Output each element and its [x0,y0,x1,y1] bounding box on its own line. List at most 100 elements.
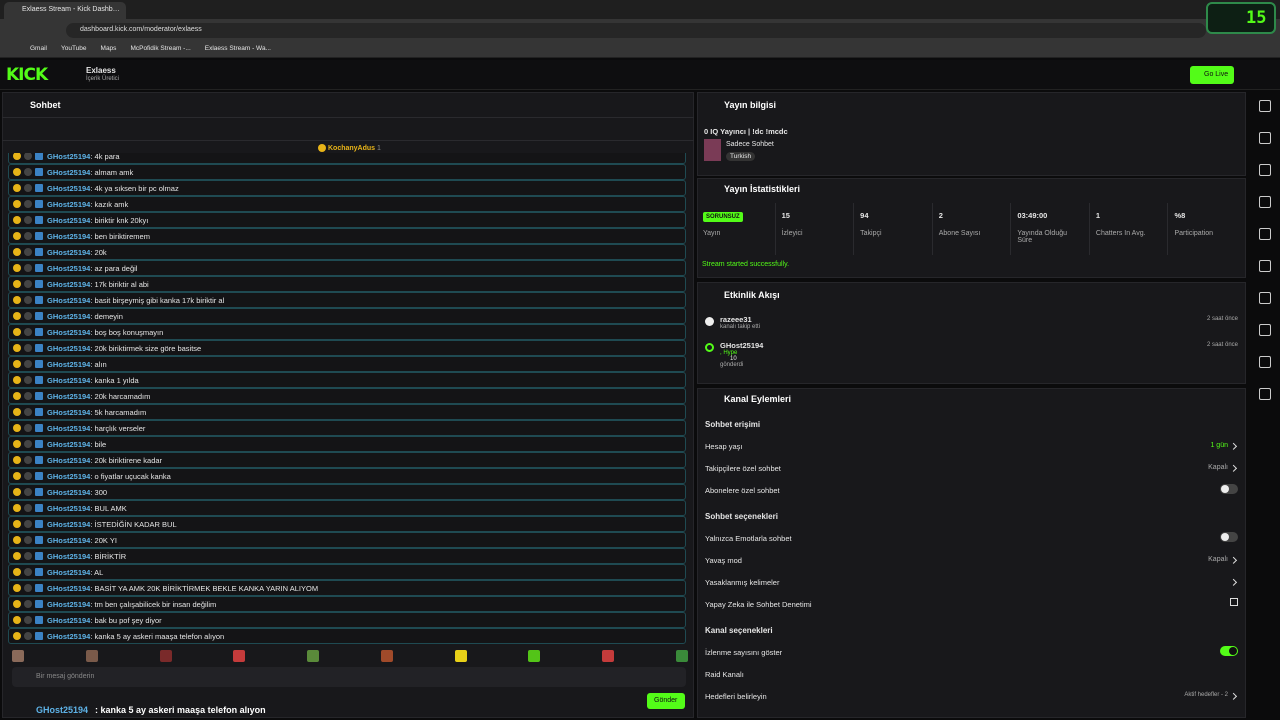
username[interactable]: GHost25194 [47,600,91,609]
username[interactable]: GHost25194 [47,456,91,465]
action-row[interactable]: Abonelere özel sohbet [705,484,1238,504]
username[interactable]: GHost25194 [47,153,91,161]
emote[interactable] [159,650,172,662]
username[interactable]: GHost25194 [47,632,91,641]
badge-icon [35,392,43,400]
username[interactable]: GHost25194 [47,392,91,401]
username[interactable]: GHost25194 [47,248,91,257]
emote[interactable] [675,650,688,662]
stat-cell: 03:49:00 Yayında Olduğu Süre [1010,203,1089,255]
action-row[interactable]: Yalnızca Emotlarla sohbet [705,532,1238,552]
chat-input[interactable]: Bir mesaj gönderin [12,667,686,687]
send-button[interactable]: Gönder [647,693,685,709]
action-row[interactable]: Hedefleri belirleyin Aktif hedefler - 2 [705,692,1238,710]
bookmark[interactable]: Gmail [30,45,47,52]
channel-name[interactable]: Exlaess [86,66,116,75]
stat-label: Takipçi [860,230,882,237]
emote[interactable] [12,650,24,662]
pin-icon [318,144,326,152]
username[interactable]: GHost25194 [47,168,91,177]
username[interactable]: GHost25194 [47,520,91,529]
username[interactable]: GHost25194 [47,216,91,225]
bookmark[interactable]: Maps [100,45,117,52]
username[interactable]: GHost25194 [47,488,91,497]
message-text: : 20K YI [90,536,117,545]
username[interactable]: GHost25194 [47,408,91,417]
username[interactable]: GHost25194 [47,552,91,561]
tool-icon[interactable] [1259,260,1271,272]
action-row[interactable]: Hesap yaşı 1 gün [705,442,1238,460]
pinned-user[interactable]: KochanyAdus [328,145,376,152]
username[interactable]: GHost25194 [47,536,91,545]
tool-icon[interactable] [1259,100,1271,112]
username[interactable]: GHost25194 [47,472,91,481]
chevron[interactable] [1229,578,1238,586]
toggle[interactable] [1220,646,1238,656]
logo[interactable]: KICK [6,65,48,85]
chevron[interactable] [1229,464,1238,472]
badge-icon [35,232,43,240]
message-text: : BUL AMK [90,504,127,513]
external-link[interactable] [1230,598,1238,606]
username[interactable]: GHost25194 [47,424,91,433]
tool-icon[interactable] [1259,196,1271,208]
action-row[interactable]: Yavaş mod Kapalı [705,556,1238,574]
event-icon [705,317,714,326]
username[interactable]: GHost25194 [47,200,91,209]
bookmark[interactable]: YouTube [60,45,87,52]
bookmark[interactable]: McPofidik Stream -... [130,45,191,52]
tool-icon[interactable] [1259,324,1271,336]
action-label: Takipçilere özel sohbet [705,464,781,473]
go-live-button[interactable]: Go Live [1190,66,1234,84]
username[interactable]: GHost25194 [47,280,91,289]
chevron[interactable] [1229,442,1238,450]
username[interactable]: GHost25194 [47,504,91,513]
username[interactable]: GHost25194 [47,184,91,193]
tool-icon[interactable] [1259,292,1271,304]
emote[interactable] [602,650,615,662]
action-row[interactable]: Yapay Zeka ile Sohbet Denetimi [705,598,1238,618]
badge-icon [24,376,32,384]
tool-icon[interactable] [1259,388,1271,400]
url[interactable]: dashboard.kick.com/moderator/exlaess [66,23,1206,38]
username[interactable]: GHost25194 [47,360,91,369]
category[interactable]: Sadece Sohbet [726,141,774,148]
username[interactable]: GHost25194 [47,376,91,385]
action-row[interactable]: Yasaklanmış kelimeler [705,578,1238,596]
username[interactable]: GHost25194 [47,264,91,273]
username[interactable]: GHost25194 [47,328,91,337]
username[interactable]: GHost25194 [47,232,91,241]
emote[interactable] [454,650,467,662]
emote[interactable] [85,650,98,662]
username[interactable]: GHost25194 [47,312,91,321]
bookmark[interactable]: Exlaess Stream - Wa... [204,45,271,52]
action-row[interactable]: İzlenme sayısını göster [705,646,1238,666]
activity-events: razeee31 kanalı takip etti 2 saat önce GHos… [697,312,1246,380]
toggle[interactable] [1220,532,1238,542]
username[interactable]: GHost25194 [47,440,91,449]
browser-tab[interactable]: Exlaess Stream - Kick Dashboard [4,2,126,19]
username[interactable]: GHost25194 [47,616,91,625]
emote[interactable] [380,650,393,662]
username[interactable]: GHost25194 [47,344,91,353]
tool-icon[interactable] [1259,164,1271,176]
message-text: : basit birşeymiş gibi kanka 17k birikti… [90,296,225,305]
event-user[interactable]: razeee31 [720,315,752,324]
username[interactable]: GHost25194 [47,584,91,593]
emote[interactable] [307,650,320,662]
chat-message: GHost25194: 20k biriktirmek size göre ba… [8,340,686,356]
username[interactable]: GHost25194 [47,296,91,305]
tool-icon[interactable] [1259,228,1271,240]
tool-icon[interactable] [1259,356,1271,368]
username[interactable]: GHost25194 [47,568,91,577]
chevron[interactable] [1229,692,1238,700]
emote[interactable] [528,650,541,662]
tool-icon[interactable] [1259,132,1271,144]
action-row[interactable]: Takipçilere özel sohbet Kapalı [705,464,1238,482]
toggle[interactable] [1220,484,1238,494]
chevron[interactable] [1229,556,1238,564]
stat-cell: 15 İzleyici [774,203,854,255]
event-user[interactable]: GHost25194 [720,341,764,350]
section-heading: Sohbet erişimi [705,420,761,429]
emote[interactable] [233,650,246,662]
